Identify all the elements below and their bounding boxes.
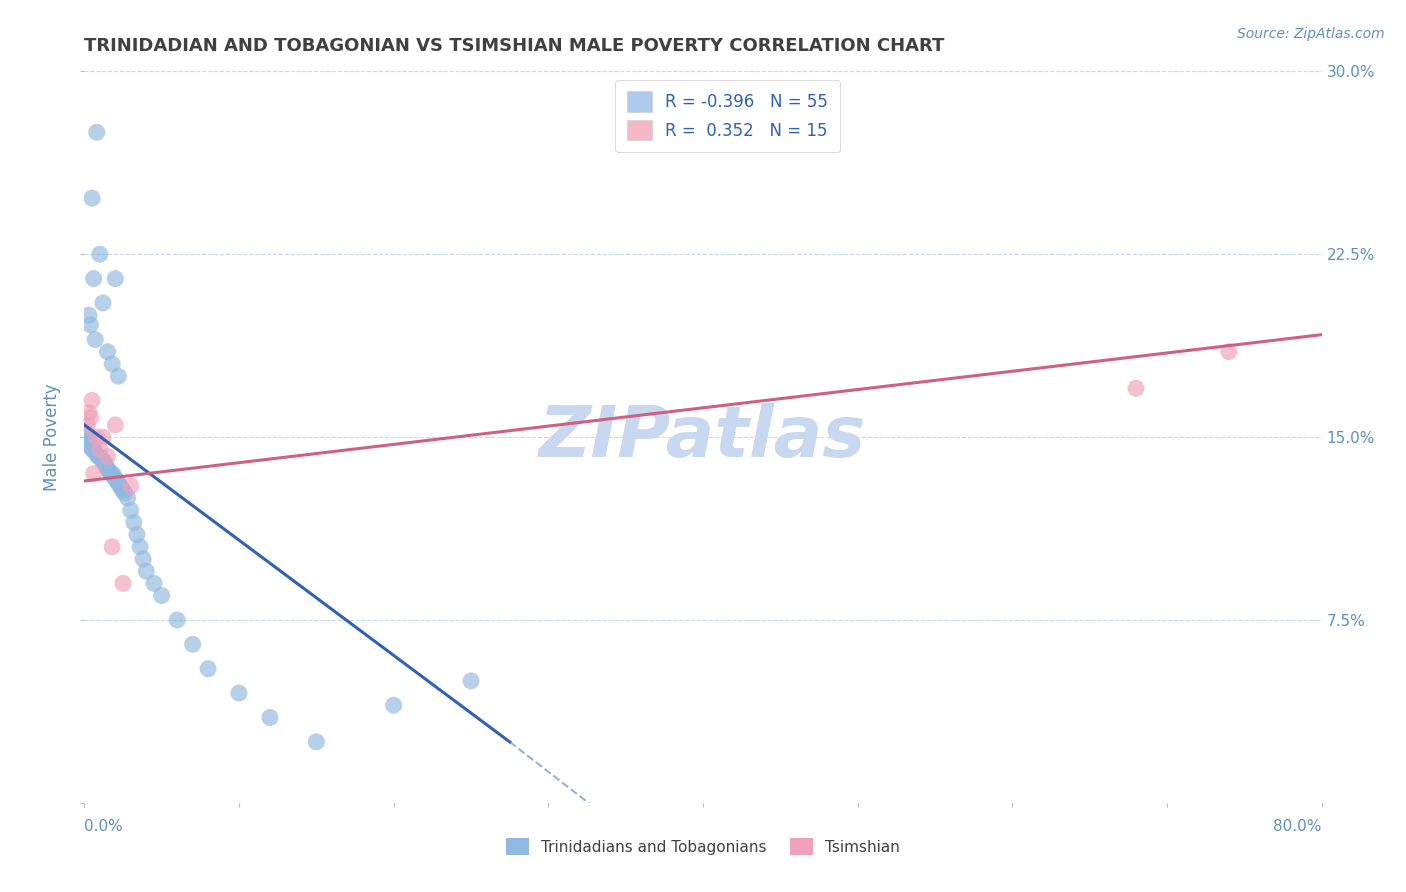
Point — [96, 344, 118, 359]
Point — [89, 442, 111, 457]
Point — [228, 686, 250, 700]
Point — [104, 417, 127, 432]
Y-axis label: Male Poverty: Male Poverty — [44, 384, 62, 491]
Point — [96, 462, 118, 476]
Point — [120, 479, 142, 493]
Point — [87, 450, 110, 464]
Point — [96, 450, 118, 464]
Point — [105, 474, 128, 488]
Point — [132, 552, 155, 566]
Point — [1218, 344, 1240, 359]
Point — [112, 483, 135, 498]
Point — [91, 454, 114, 468]
Point — [93, 454, 115, 468]
Point — [114, 486, 136, 500]
Point — [107, 369, 129, 384]
Point — [79, 410, 101, 425]
Point — [305, 735, 328, 749]
Point — [75, 425, 97, 440]
Point — [101, 540, 124, 554]
Text: ZIPatlas: ZIPatlas — [540, 402, 866, 472]
Point — [83, 467, 105, 481]
Point — [82, 393, 104, 408]
Point — [460, 673, 482, 688]
Point — [101, 467, 124, 481]
Point — [89, 247, 111, 261]
Point — [86, 430, 108, 444]
Point — [112, 576, 135, 591]
Point — [83, 271, 105, 285]
Point — [89, 450, 111, 464]
Point — [77, 406, 100, 420]
Point — [181, 637, 204, 651]
Point — [86, 125, 108, 139]
Point — [125, 527, 148, 541]
Point — [86, 447, 108, 461]
Point — [91, 430, 114, 444]
Point — [107, 476, 129, 491]
Point — [100, 467, 122, 481]
Text: 0.0%: 0.0% — [84, 819, 124, 834]
Point — [259, 710, 281, 724]
Point — [101, 357, 124, 371]
Point — [79, 440, 101, 454]
Point — [91, 296, 114, 310]
Point — [82, 191, 104, 205]
Point — [104, 271, 127, 285]
Point — [83, 442, 105, 457]
Text: Source: ZipAtlas.com: Source: ZipAtlas.com — [1237, 27, 1385, 41]
Point — [84, 444, 107, 458]
Point — [104, 471, 127, 485]
Point — [122, 516, 145, 530]
Point — [90, 452, 112, 467]
Point — [98, 464, 121, 478]
Point — [382, 698, 405, 713]
Point — [84, 333, 107, 347]
Point — [79, 318, 101, 332]
Point — [77, 434, 100, 449]
Point — [166, 613, 188, 627]
Point — [120, 503, 142, 517]
Legend: Trinidadians and Tobagonians, Tsimshian: Trinidadians and Tobagonians, Tsimshian — [501, 832, 905, 861]
Point — [82, 442, 104, 457]
Point — [77, 308, 100, 322]
Text: 80.0%: 80.0% — [1274, 819, 1322, 834]
Point — [1125, 381, 1147, 395]
Point — [76, 430, 98, 444]
Point — [117, 491, 139, 505]
Point — [110, 481, 132, 495]
Point — [94, 459, 117, 474]
Point — [129, 540, 152, 554]
Point — [103, 469, 125, 483]
Point — [150, 589, 173, 603]
Point — [76, 417, 98, 432]
Point — [108, 479, 131, 493]
Point — [197, 662, 219, 676]
Text: TRINIDADIAN AND TOBAGONIAN VS TSIMSHIAN MALE POVERTY CORRELATION CHART: TRINIDADIAN AND TOBAGONIAN VS TSIMSHIAN … — [84, 37, 945, 54]
Point — [143, 576, 166, 591]
Point — [135, 564, 157, 578]
